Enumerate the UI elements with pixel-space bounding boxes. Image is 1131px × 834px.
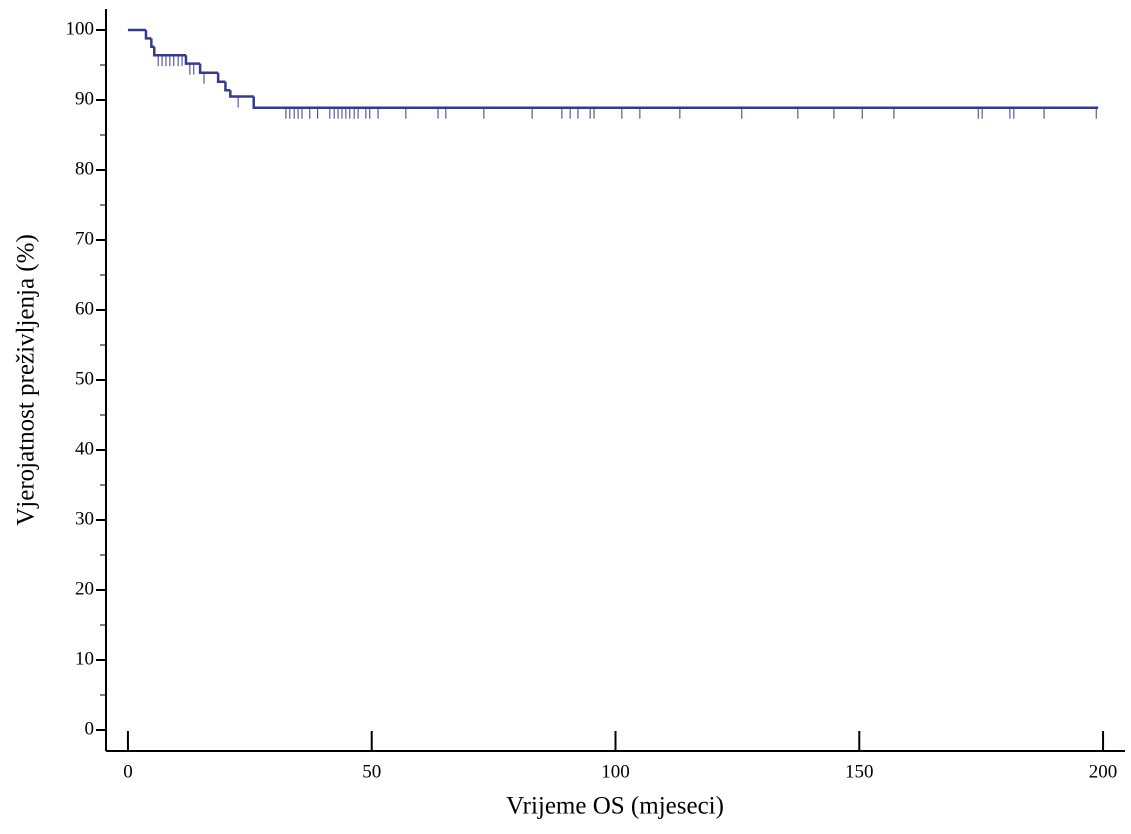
x-tick-label: 150 — [845, 761, 874, 782]
survival-step — [144, 30, 152, 40]
survival-step — [229, 90, 254, 98]
survival-step — [224, 81, 231, 92]
x-tick-label: 0 — [123, 761, 133, 782]
x-axis-title: Vrijeme OS (mjeseci) — [506, 793, 724, 820]
survival-step — [150, 38, 155, 49]
y-tick-label: 10 — [75, 648, 94, 669]
y-tick-label: 40 — [75, 438, 94, 459]
x-tick-label: 50 — [362, 761, 381, 782]
y-axis-title: Vjerojatnost preživljenja (%) — [13, 234, 40, 526]
y-tick-label: 100 — [66, 18, 95, 39]
y-tick-label: 0 — [85, 718, 95, 739]
survival-step — [198, 63, 219, 74]
survival-step — [153, 46, 186, 57]
y-tick-label: 80 — [75, 158, 94, 179]
x-tick-label: 200 — [1089, 761, 1118, 782]
y-tick-label: 90 — [75, 88, 94, 109]
y-tick-label: 30 — [75, 508, 94, 529]
survival-step — [184, 55, 201, 65]
y-tick-label: 70 — [75, 228, 94, 249]
y-tick-label: 60 — [75, 298, 94, 319]
y-tick-label: 20 — [75, 578, 94, 599]
y-tick-label: 50 — [75, 368, 94, 389]
x-tick-label: 100 — [601, 761, 630, 782]
survival-step — [252, 96, 1099, 109]
survival-step — [216, 72, 226, 84]
